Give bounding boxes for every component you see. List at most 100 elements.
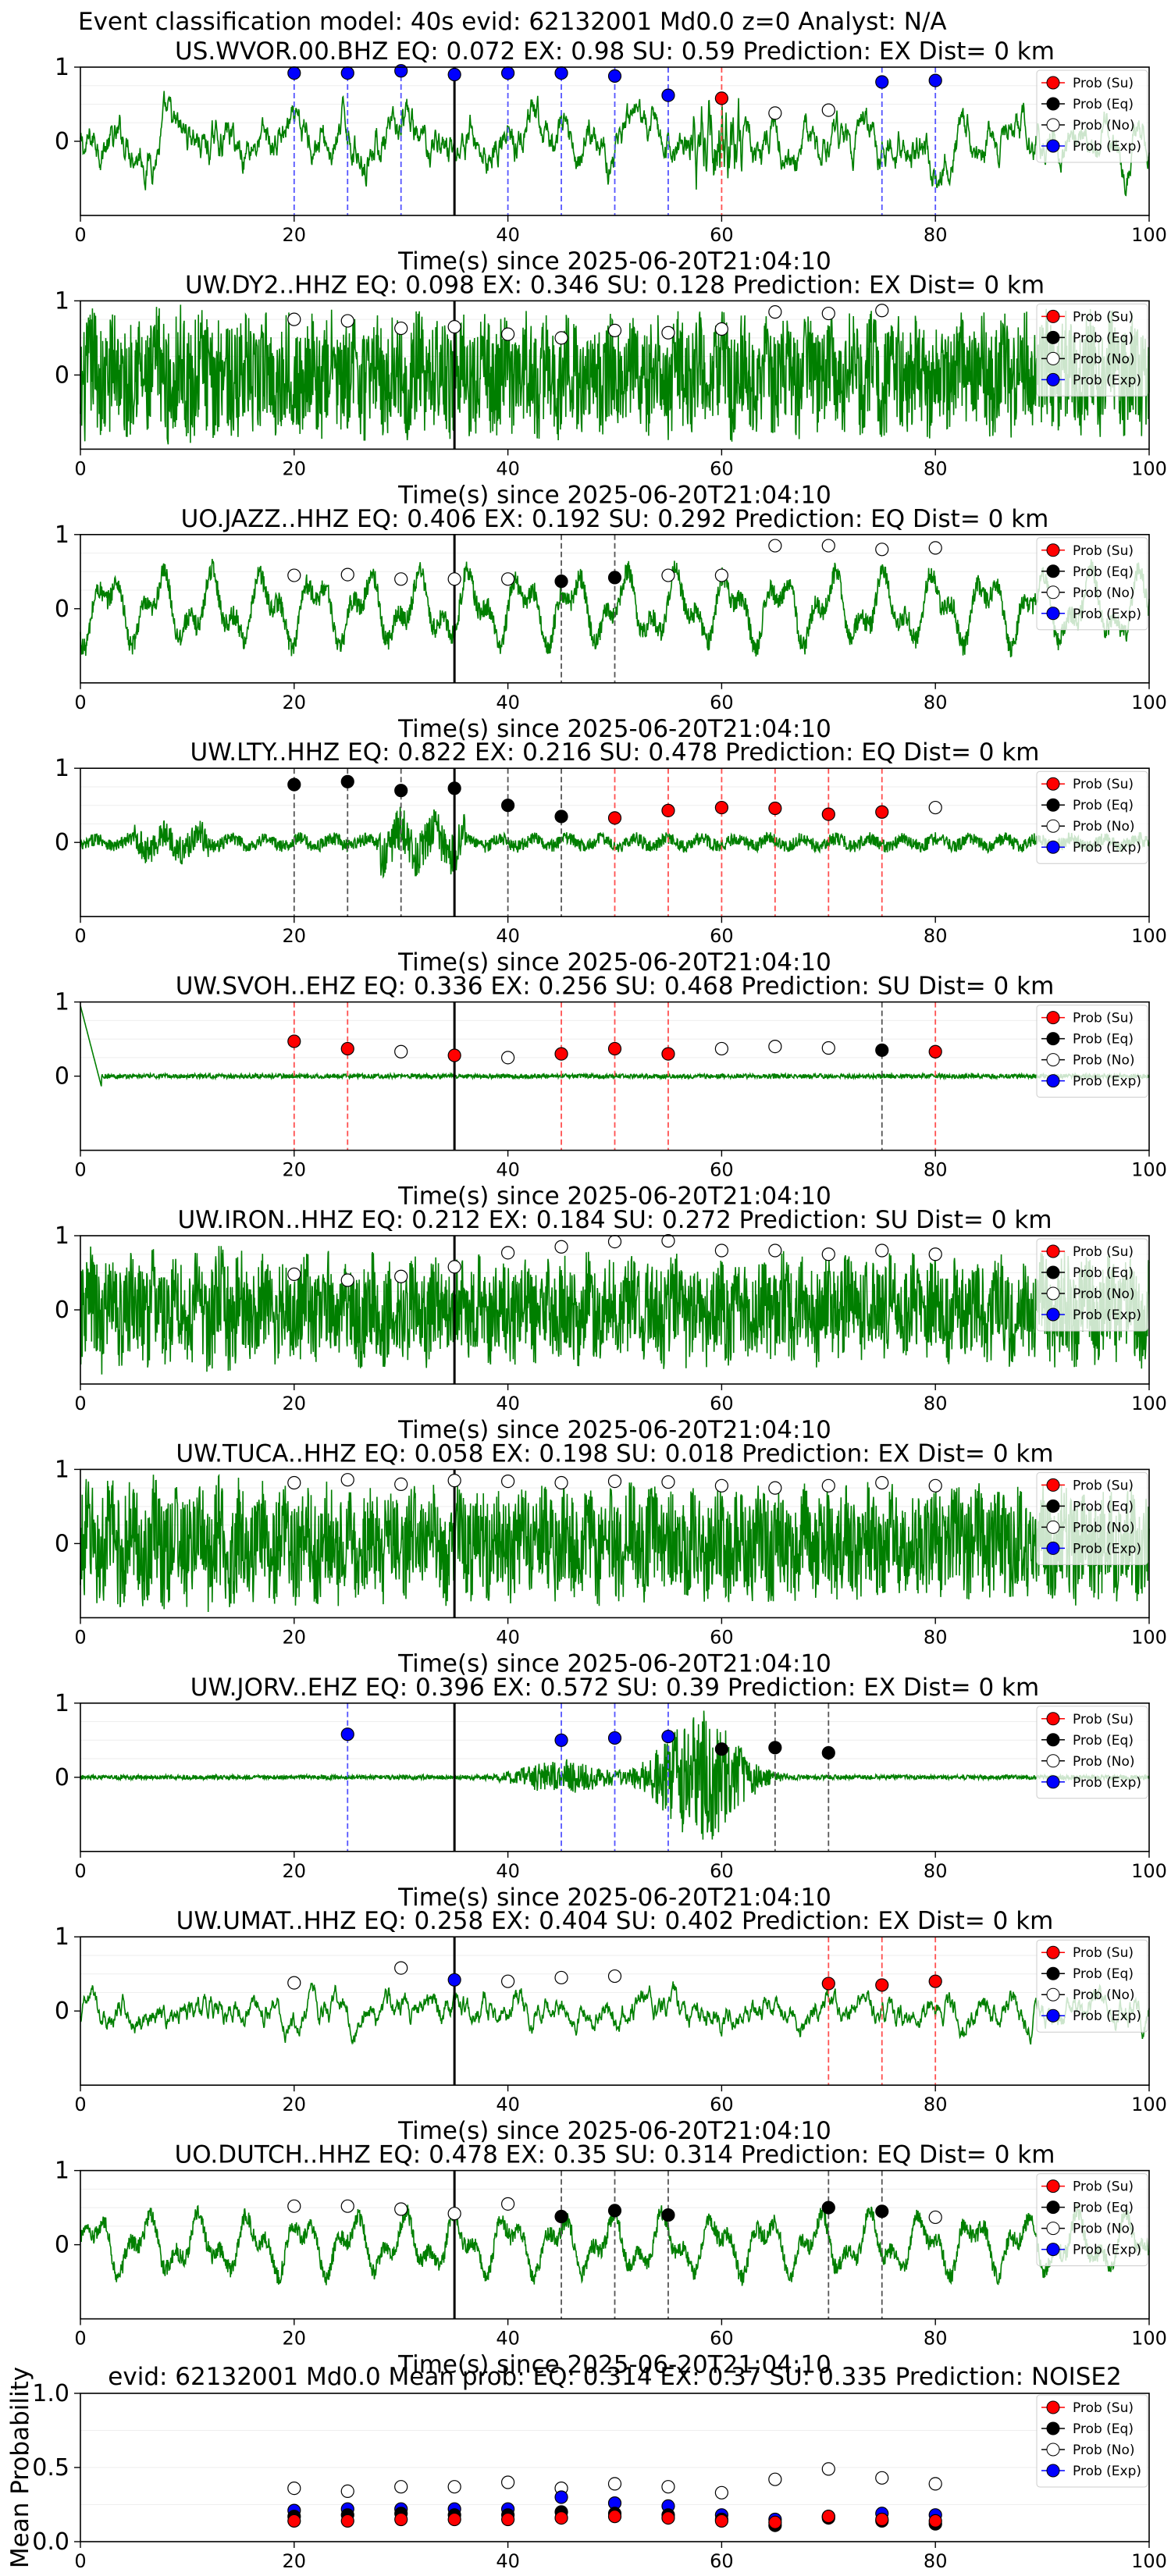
y-tick-label: 0 <box>55 128 69 155</box>
y-tick-label: 1.0 <box>32 2380 69 2407</box>
legend-frame <box>1036 1005 1148 1098</box>
prob-point-no <box>875 1475 889 1490</box>
prob-point-exp <box>340 1727 354 1742</box>
prob-point-no <box>928 541 942 555</box>
mean-point-no <box>714 2485 729 2500</box>
prob-point-no <box>714 568 729 582</box>
legend: Prob (Su) Prob (Eq) Prob (No) Prob (Exp) <box>1036 1706 1148 1799</box>
x-tick-label: 40 <box>496 1393 520 1414</box>
prob-point-no <box>768 1481 782 1495</box>
prob-point-exp <box>928 73 942 87</box>
legend-marker-exp <box>1046 1541 1060 1555</box>
x-tick-label: 0 <box>74 2328 86 2350</box>
prob-point-no <box>821 539 835 553</box>
prob-point-exp <box>661 88 675 102</box>
legend-marker-eq <box>1046 564 1060 578</box>
x-tick-label: 80 <box>924 2328 948 2350</box>
prob-point-eq <box>607 571 622 585</box>
x-tick-label: 60 <box>710 2328 734 2350</box>
prob-point-su <box>928 1044 942 1059</box>
x-tick-label: 80 <box>924 1159 948 1181</box>
figure-suptitle: Event classification model: 40s evid: 62… <box>78 8 947 36</box>
mean-point-su <box>661 2511 675 2525</box>
prob-point-su <box>875 1978 889 1992</box>
x-tick-label: 20 <box>283 925 307 947</box>
legend-frame <box>1036 2394 1148 2488</box>
mean-point-no <box>928 2477 942 2491</box>
x-tick-label: 60 <box>710 224 734 246</box>
x-tick-label: 60 <box>710 1860 734 1882</box>
x-tick-label: 40 <box>496 1159 520 1181</box>
legend-marker-no <box>1046 1053 1060 1067</box>
prob-point-no <box>394 2202 408 2216</box>
legend-marker-eq <box>1046 798 1060 812</box>
legend-label-no: Prob (No) <box>1073 118 1135 133</box>
mean-point-su <box>607 2510 622 2524</box>
mean-point-no <box>821 2462 835 2476</box>
mean-point-exp <box>554 2490 568 2504</box>
legend-label-su: Prob (Su) <box>1073 2400 1134 2416</box>
legend-label-eq: Prob (Eq) <box>1073 97 1134 112</box>
prob-point-no <box>821 1478 835 1493</box>
prob-point-eq <box>875 1043 889 1057</box>
waveform-trace <box>80 304 1150 445</box>
prob-point-no <box>287 2199 301 2213</box>
prob-point-no <box>287 568 301 582</box>
legend-marker-exp <box>1046 2008 1060 2023</box>
legend-label-no: Prob (No) <box>1073 351 1135 367</box>
prob-point-no <box>500 1246 515 1260</box>
prob-point-eq <box>554 809 568 824</box>
legend-label-exp: Prob (Exp) <box>1073 139 1141 155</box>
legend-marker-no <box>1046 819 1060 833</box>
prob-point-no <box>928 1478 942 1493</box>
prob-point-no <box>875 543 889 557</box>
x-tick-label: 80 <box>924 2550 948 2572</box>
prob-point-eq <box>768 1741 782 1755</box>
prob-point-no <box>875 1244 889 1258</box>
legend-marker-no <box>1046 351 1060 365</box>
prob-point-no <box>394 1044 408 1059</box>
legend-marker-eq <box>1046 2201 1060 2215</box>
x-tick-label: 100 <box>1131 2550 1167 2572</box>
prob-point-su <box>661 1047 675 1061</box>
legend-marker-exp <box>1046 2243 1060 2257</box>
y-tick-label: 1 <box>55 2158 69 2185</box>
legend-marker-no <box>1046 585 1060 600</box>
prob-point-no <box>394 572 408 586</box>
waveform-trace <box>80 1473 1150 1613</box>
prob-point-no <box>768 1244 782 1258</box>
prob-point-exp <box>340 66 354 80</box>
prob-point-exp <box>661 1729 675 1744</box>
panel-title: US.WVOR.00.BHZ EQ: 0.072 EX: 0.98 SU: 0.… <box>175 37 1055 66</box>
legend-marker-exp <box>1046 1308 1060 1322</box>
panel-title: UW.UMAT..HHZ EQ: 0.258 EX: 0.404 SU: 0.4… <box>176 1907 1054 1935</box>
prob-point-no <box>447 1260 461 1274</box>
x-tick-label: 0 <box>74 2550 86 2572</box>
legend-marker-no <box>1046 2222 1060 2236</box>
legend-marker-su <box>1046 543 1060 557</box>
prob-point-eq <box>554 575 568 589</box>
mean-point-no <box>340 2484 354 2498</box>
mean-panel-title: evid: 62132001 Md0.0 Mean prob: EQ: 0.31… <box>108 2363 1121 2391</box>
prob-point-su <box>554 1047 568 1061</box>
prob-point-no <box>607 1474 622 1489</box>
legend-marker-exp <box>1046 2464 1060 2478</box>
legend: Prob (Su) Prob (Eq) Prob (No) Prob (Exp) <box>1036 303 1148 397</box>
prob-point-su <box>875 805 889 819</box>
panel-title: UW.SVOH..EHZ EQ: 0.336 EX: 0.256 SU: 0.4… <box>176 973 1055 1001</box>
legend-frame <box>1036 303 1148 397</box>
prob-point-no <box>554 1475 568 1490</box>
prob-point-no <box>768 106 782 120</box>
legend-marker-no <box>1046 1987 1060 2001</box>
x-tick-label: 100 <box>1131 2094 1167 2115</box>
legend-label-eq: Prob (Eq) <box>1073 2421 1134 2437</box>
x-axis-label: Time(s) since 2025-06-20T21:04:10 <box>397 481 831 509</box>
legend-label-exp: Prob (Exp) <box>1073 372 1141 388</box>
x-tick-label: 100 <box>1131 692 1167 713</box>
legend-label-exp: Prob (Exp) <box>1073 1308 1141 1323</box>
x-tick-label: 0 <box>74 457 86 479</box>
mean-point-su <box>340 2514 354 2528</box>
prob-point-su <box>447 1048 461 1062</box>
legend-label-su: Prob (Su) <box>1073 1478 1134 1493</box>
